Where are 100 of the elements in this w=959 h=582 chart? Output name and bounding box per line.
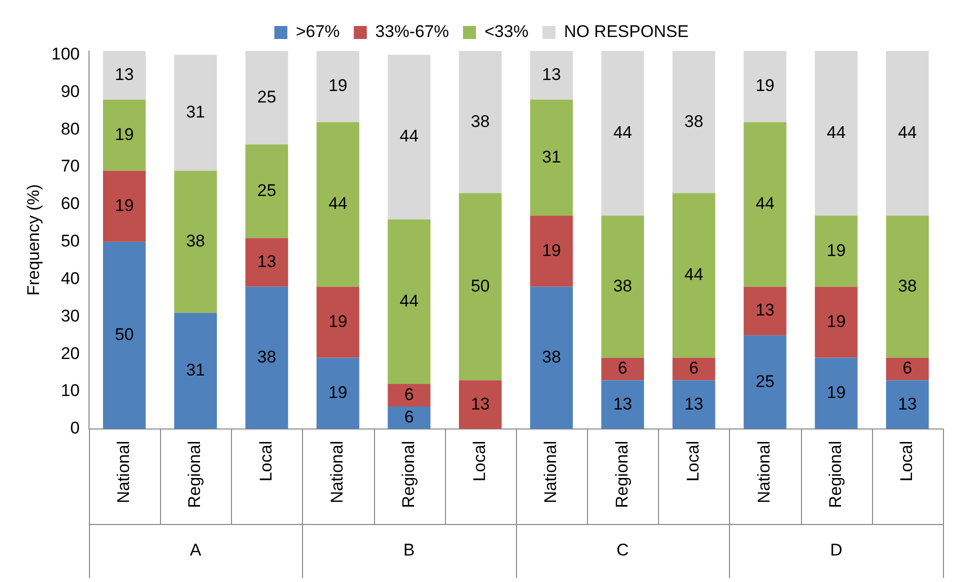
x-tick-label: Regional	[185, 440, 204, 508]
data-label: 25	[756, 372, 774, 391]
bar	[388, 219, 430, 384]
y-tick-label: 50	[60, 232, 80, 251]
bar	[103, 170, 146, 242]
bar	[886, 51, 929, 216]
text: D	[830, 540, 842, 560]
bar	[744, 335, 786, 429]
y-axis-title: Frequency (%)	[24, 184, 43, 296]
bar	[814, 51, 858, 216]
bar	[886, 358, 929, 380]
x-tick-label: National	[328, 440, 347, 504]
data-label: 19	[328, 383, 348, 402]
y-tick-label: 60	[60, 194, 80, 214]
bar	[316, 286, 360, 358]
data-label: 13	[613, 394, 632, 414]
x-tick-label: Regional	[612, 440, 632, 508]
legend-label: >67%	[296, 22, 340, 42]
data-label: 6	[404, 407, 414, 426]
y-tick-label: 0	[70, 418, 80, 438]
data-label: 50	[470, 276, 490, 296]
data-label: 13	[542, 65, 561, 84]
bar	[886, 380, 929, 429]
y-tick-label: 40	[60, 268, 80, 288]
bar	[744, 286, 786, 336]
data-label: 19	[328, 312, 348, 331]
bar	[458, 193, 502, 380]
y-tick-label: 80	[60, 119, 80, 138]
data-label: 13	[114, 65, 134, 84]
bar	[174, 312, 217, 429]
data-label: 38	[613, 276, 632, 296]
data-label: 38	[898, 276, 917, 296]
data-label: 38	[470, 112, 490, 131]
y-tick-label: 90	[60, 82, 80, 101]
data-label: 13	[684, 394, 704, 414]
bar	[530, 216, 573, 287]
bar	[458, 51, 502, 194]
data-label: 6	[404, 384, 414, 404]
x-tick-label: National	[114, 440, 134, 504]
bar	[530, 100, 573, 216]
bar	[601, 380, 644, 429]
data-label: 19	[826, 383, 846, 402]
bar	[388, 54, 430, 220]
data-label: 31	[186, 102, 206, 122]
data-label: 25	[257, 87, 276, 106]
x-tick-label: National	[754, 440, 774, 504]
data-label: 44	[756, 194, 774, 214]
data-label: 13	[257, 252, 276, 272]
data-label: 31	[186, 360, 206, 380]
data-label: 38	[257, 347, 276, 366]
data-label: 44	[328, 194, 348, 214]
data-label: 19	[542, 240, 561, 260]
y-tick-label: 100	[51, 44, 80, 64]
bar	[672, 51, 716, 194]
x-tick-label: Local	[897, 440, 916, 482]
data-label: 25	[257, 180, 276, 200]
bar	[458, 380, 502, 429]
data-label: 44	[684, 265, 704, 284]
bar	[174, 54, 217, 171]
bar	[672, 358, 716, 380]
bar	[103, 242, 146, 429]
bar	[388, 384, 430, 406]
y-tick-label: 70	[60, 156, 80, 176]
data-label: 6	[618, 358, 628, 378]
data-label: 13	[756, 300, 774, 320]
bar	[245, 144, 288, 238]
bar	[601, 216, 644, 358]
y-tick-label: 10	[60, 381, 80, 400]
bar	[316, 51, 360, 122]
data-label: 31	[542, 147, 561, 166]
bar	[530, 51, 573, 100]
x-tick-label: National	[541, 440, 560, 504]
x-tick-label: Regional	[398, 440, 418, 508]
bar	[245, 51, 288, 145]
bar	[174, 170, 217, 313]
text: C	[616, 540, 629, 560]
data-label: 44	[400, 291, 419, 310]
bar	[530, 286, 573, 429]
bar	[601, 51, 644, 216]
bar	[814, 358, 858, 429]
data-label: 44	[613, 123, 632, 142]
data-label: 50	[114, 325, 134, 344]
bar	[672, 380, 716, 429]
data-label: 13	[470, 394, 490, 414]
data-label: 38	[684, 112, 704, 131]
bar	[672, 193, 716, 358]
bar	[886, 216, 929, 358]
legend-label: NO RESPONSE	[564, 22, 689, 42]
x-tick-label: Local	[470, 440, 489, 482]
bar	[245, 238, 288, 287]
data-label: 44	[826, 123, 846, 142]
bar	[814, 216, 858, 287]
y-tick-label: 20	[60, 344, 80, 363]
bar	[316, 358, 360, 429]
legend-label: <33%	[484, 22, 528, 42]
data-label: 44	[898, 123, 917, 142]
data-label: 44	[400, 126, 419, 146]
data-label: 6	[689, 358, 699, 378]
data-label: 19	[826, 240, 846, 260]
bar	[744, 122, 786, 287]
